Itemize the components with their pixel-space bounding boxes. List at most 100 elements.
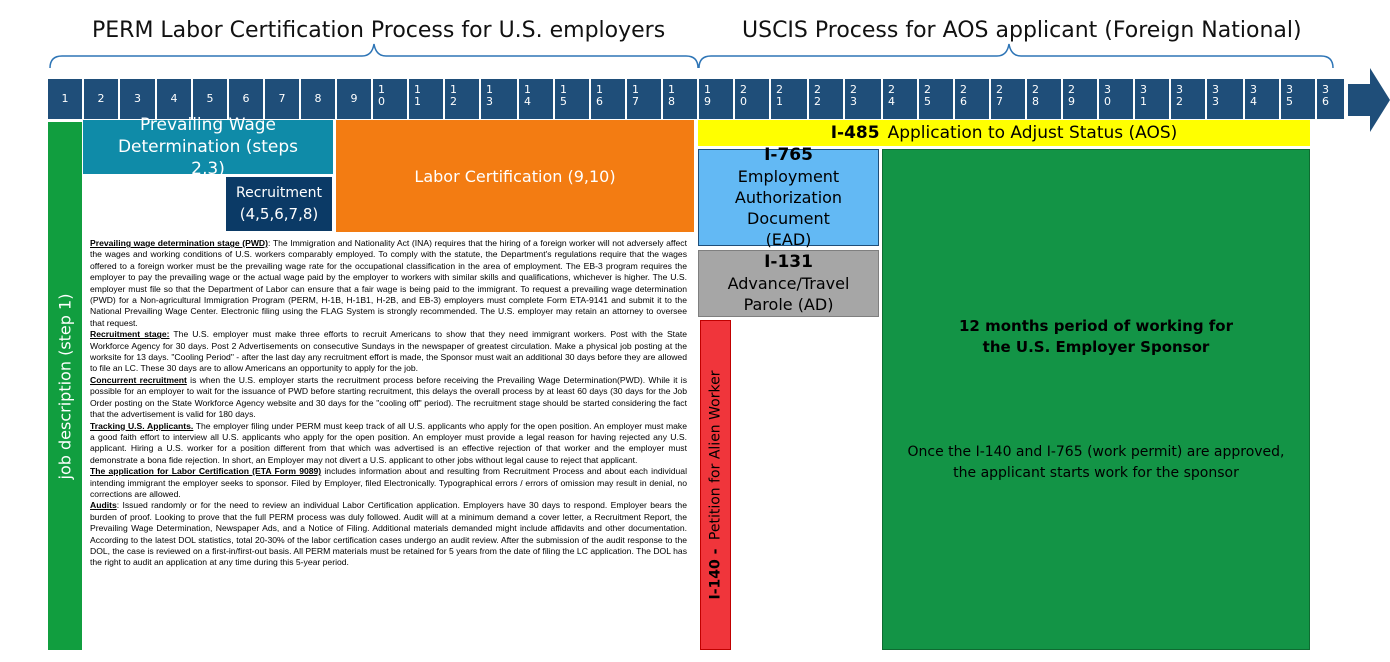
timeline-step-31: 31 xyxy=(1135,79,1169,119)
description-body: includes information about and resulting… xyxy=(90,466,687,499)
prevailing-wage-label: Prevailing Wage Determination (steps 2,3… xyxy=(117,115,299,179)
timeline-step-6: 6 xyxy=(229,79,263,119)
perm-brace xyxy=(49,43,699,69)
timeline-step-27: 27 xyxy=(991,79,1025,119)
timeline-step-2: 2 xyxy=(84,79,118,119)
description-paragraph: Audits: Issued randomly or for the need … xyxy=(90,500,687,568)
description-body: is when the U.S. employer starts the rec… xyxy=(90,374,687,420)
timeline-step-label: 27 xyxy=(996,83,1003,108)
description-heading: Audits xyxy=(90,500,117,511)
uscis-brace xyxy=(698,43,1334,69)
timeline-step-36: 36 xyxy=(1317,79,1344,119)
timeline-step-23: 23 xyxy=(845,79,881,119)
timeline-step-11: 11 xyxy=(409,79,443,119)
description-paragraph: The application for Labor Certification … xyxy=(90,466,687,500)
timeline-step-label: 33 xyxy=(1212,83,1219,108)
i140-block: I-140 - Petition for Alien Worker xyxy=(700,320,731,650)
description-paragraph: Recruitment stage: The U.S. employer mus… xyxy=(90,329,687,375)
prevailing-wage-block: Prevailing Wage Determination (steps 2,3… xyxy=(83,115,333,179)
i765-label: Employment Authorization Document (EAD) xyxy=(734,167,843,249)
timeline-step-20: 20 xyxy=(735,79,769,119)
description-heading: Recruitment stage: xyxy=(90,329,170,340)
timeline-step-label: 3 xyxy=(134,92,141,105)
description-heading: Concurrent recruitment xyxy=(90,374,187,385)
i765-form-number: I-765 xyxy=(764,145,813,165)
timeline-step-19: 19 xyxy=(699,79,733,119)
timeline-step-label: 16 xyxy=(596,83,603,108)
i131-block: I-131 Advance/Travel Parole (AD) xyxy=(698,250,879,317)
description-body: Issued randomly or for the need to revie… xyxy=(90,500,687,568)
timeline-step-label: 4 xyxy=(170,92,178,105)
timeline-step-label: 20 xyxy=(740,83,747,108)
timeline-step-13: 13 xyxy=(481,79,517,119)
timeline-step-33: 33 xyxy=(1207,79,1243,119)
timeline-step-22: 22 xyxy=(809,79,843,119)
description-body: The Immigration and Nationality Act (INA… xyxy=(90,238,687,328)
description-heading: Tracking U.S. Applicants. xyxy=(90,420,194,431)
labor-certification-label: Labor Certification (9,10) xyxy=(414,166,616,186)
timeline-step-29: 29 xyxy=(1063,79,1097,119)
timeline-step-label: 7 xyxy=(278,92,286,105)
timeline-step-7: 7 xyxy=(265,79,299,119)
description-body: The employer filing under PERM must keep… xyxy=(90,420,687,465)
timeline-step-label: 19 xyxy=(704,83,711,108)
timeline-step-label: 15 xyxy=(560,83,567,108)
perm-process-header: PERM Labor Certification Process for U.S… xyxy=(92,18,666,43)
timeline-step-8: 8 xyxy=(301,79,335,119)
timeline-step-12: 12 xyxy=(445,79,479,119)
timeline-step-label: 10 xyxy=(378,83,385,108)
perm-description-text: Prevailing wage determination stage (PWD… xyxy=(90,238,687,569)
i140-label: Petition for Alien Worker xyxy=(707,370,724,541)
i131-label: Advance/Travel Parole (AD) xyxy=(727,274,850,314)
description-paragraph: Prevailing wage determination stage (PWD… xyxy=(90,238,687,329)
timeline-step-label: 13 xyxy=(486,83,493,108)
work-period-title: 12 months period of working for the U.S.… xyxy=(958,317,1234,356)
timeline-step-label: 6 xyxy=(242,92,250,105)
description-paragraph: Tracking U.S. Applicants. The employer f… xyxy=(90,421,687,467)
timeline-step-label: 25 xyxy=(924,83,931,108)
timeline-step-10: 10 xyxy=(373,79,407,119)
timeline-step-3: 3 xyxy=(120,79,155,119)
i485-label: Application to Adjust Status (AOS) xyxy=(887,123,1178,143)
timeline-step-16: 16 xyxy=(591,79,625,119)
timeline-step-25: 25 xyxy=(919,79,953,119)
timeline-step-15: 15 xyxy=(555,79,589,119)
timeline-step-label: 18 xyxy=(668,83,675,108)
timeline-step-35: 35 xyxy=(1281,79,1315,119)
timeline-step-label: 24 xyxy=(888,83,895,108)
timeline-step-1: 1 xyxy=(48,79,82,119)
job-description-label: job description (step 1) xyxy=(55,293,75,479)
i140-form-number: I-140 - xyxy=(707,548,724,600)
timeline-step-label: 14 xyxy=(524,83,531,108)
timeline-step-label: 12 xyxy=(450,83,457,108)
timeline-arrow-icon xyxy=(1348,68,1390,132)
timeline-step-21: 21 xyxy=(771,79,807,119)
timeline-step-label: 34 xyxy=(1250,83,1257,108)
description-separator: : xyxy=(116,500,123,511)
work-period-description: Once the I-140 and I-765 (work permit) a… xyxy=(907,444,1285,481)
timeline-step-label: 29 xyxy=(1068,83,1075,108)
timeline-step-label: 35 xyxy=(1286,83,1293,108)
recruitment-steps-label: (4,5,6,7,8) xyxy=(239,205,319,223)
labor-certification-block: Labor Certification (9,10) xyxy=(336,120,694,232)
timeline-step-32: 32 xyxy=(1171,79,1205,119)
timeline-step-label: 31 xyxy=(1140,83,1147,108)
description-body: The U.S. employer must make three effort… xyxy=(90,329,688,374)
timeline-step-28: 28 xyxy=(1027,79,1061,119)
timeline-step-label: 28 xyxy=(1032,83,1039,108)
timeline-step-label: 5 xyxy=(206,92,214,105)
timeline-step-5: 5 xyxy=(193,79,227,119)
timeline-step-label: 30 xyxy=(1104,83,1111,108)
timeline-step-label: 23 xyxy=(850,83,857,108)
timeline-step-label: 9 xyxy=(350,92,358,105)
timeline-step-30: 30 xyxy=(1099,79,1133,119)
description-heading: Prevailing wage determination stage (PWD… xyxy=(90,238,268,248)
i765-block: I-765 Employment Authorization Document … xyxy=(698,145,879,249)
work-period-block: 12 months period of working for the U.S.… xyxy=(882,149,1310,650)
i485-form-number: I-485 xyxy=(830,123,880,143)
timeline-step-24: 24 xyxy=(883,79,917,119)
i485-block: I-485 Application to Adjust Status (AOS) xyxy=(698,120,1310,146)
timeline-step-label: 8 xyxy=(314,92,322,105)
description-paragraph: Concurrent recruitment is when the U.S. … xyxy=(90,375,687,421)
recruitment-block: Recruitment (4,5,6,7,8) xyxy=(226,177,332,231)
